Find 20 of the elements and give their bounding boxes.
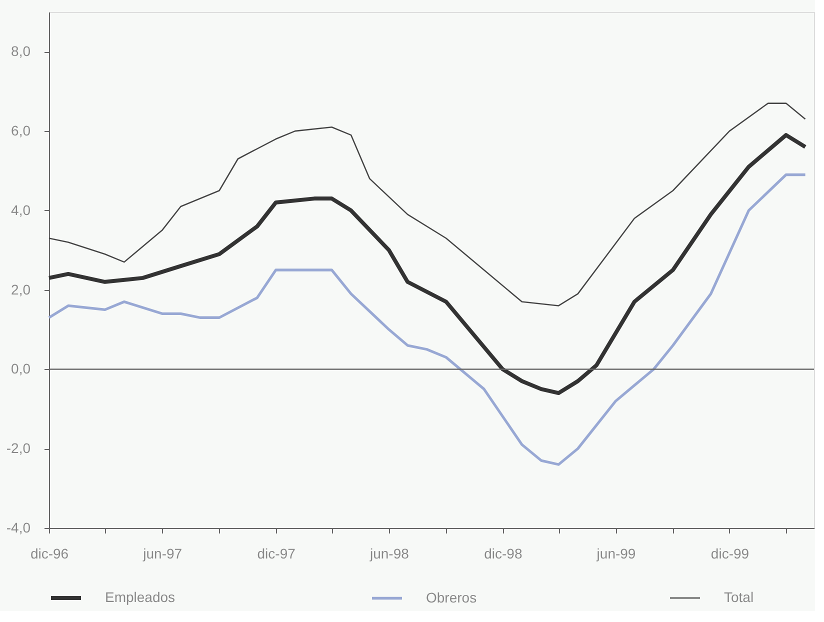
x-tick-label: jun-97 — [142, 546, 182, 562]
legend-label: Obreros — [426, 589, 477, 606]
legend-label: Total — [724, 589, 754, 605]
y-tick-label: -4,0 — [6, 520, 31, 536]
y-tick-label: 4,0 — [11, 202, 31, 218]
x-tick-label: dic-98 — [484, 546, 522, 562]
line-series — [47, 133, 808, 396]
x-tick-label: jun-99 — [596, 546, 636, 562]
x-tick-label: dic-96 — [30, 546, 69, 562]
line-series — [48, 173, 807, 466]
y-tick-label: 6,0 — [11, 122, 31, 139]
y-tick-label: 8,0 — [11, 43, 31, 60]
y-tick-label: -2,0 — [6, 440, 31, 456]
y-tick-label: 2,0 — [11, 281, 31, 298]
x-tick-label: dic-99 — [710, 546, 750, 562]
y-tick-label: 0,0 — [11, 360, 31, 377]
x-tick-label: jun-98 — [368, 546, 410, 562]
legend-label: Empleados — [105, 589, 176, 605]
line-series — [48, 102, 806, 306]
x-tick-label: dic-97 — [257, 546, 296, 562]
